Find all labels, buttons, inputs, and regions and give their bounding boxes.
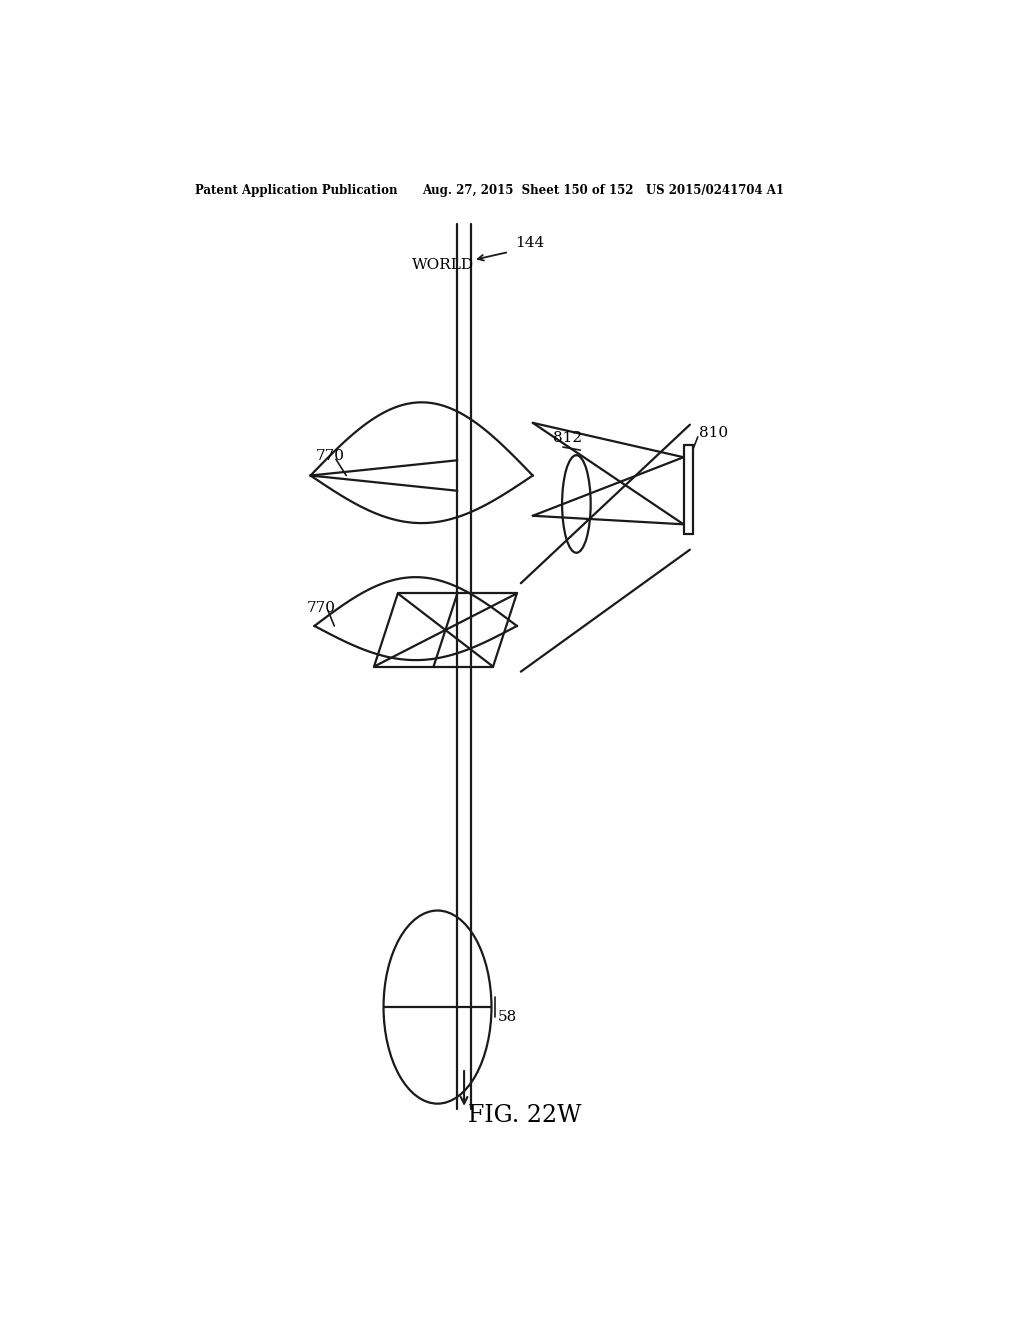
Text: 58: 58 <box>498 1010 517 1024</box>
Text: 812: 812 <box>553 432 582 445</box>
Text: 144: 144 <box>515 236 545 249</box>
Text: 770: 770 <box>316 449 345 463</box>
Text: Patent Application Publication: Patent Application Publication <box>196 183 398 197</box>
Text: FIG. 22W: FIG. 22W <box>468 1105 582 1127</box>
Text: WORLD: WORLD <box>412 259 474 272</box>
Text: Aug. 27, 2015  Sheet 150 of 152   US 2015/0241704 A1: Aug. 27, 2015 Sheet 150 of 152 US 2015/0… <box>422 183 783 197</box>
Text: 810: 810 <box>699 426 728 440</box>
Text: 770: 770 <box>306 601 336 615</box>
